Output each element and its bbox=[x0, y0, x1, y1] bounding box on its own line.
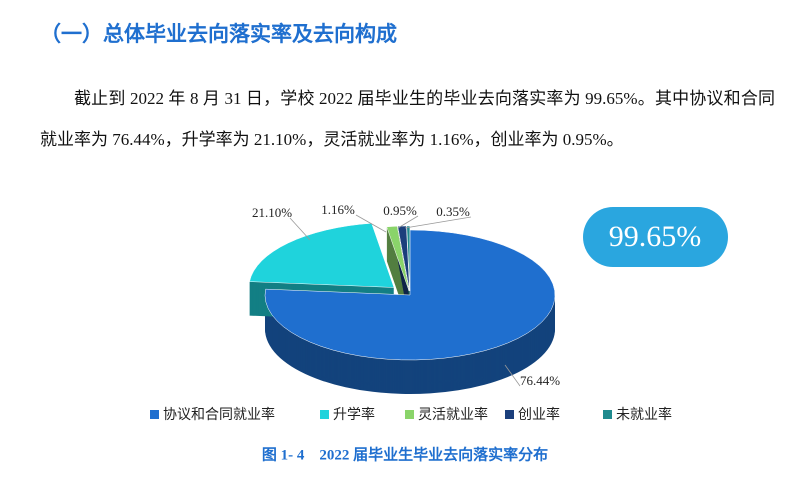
data-label: 21.10% bbox=[252, 205, 292, 220]
legend-label: 未就业率 bbox=[616, 406, 672, 423]
legend-swatch bbox=[603, 410, 612, 419]
legend-label: 灵活就业率 bbox=[418, 406, 488, 423]
leader-line bbox=[397, 215, 419, 229]
heading: （一）总体毕业去向落实率及去向构成 bbox=[40, 22, 397, 46]
slice bbox=[406, 225, 411, 292]
legend-swatch bbox=[150, 410, 159, 419]
slice-side bbox=[386, 244, 410, 310]
paragraph: 截止到 2022 年 8 月 31 日，学校 2022 届毕业生的毕业去向落实率… bbox=[40, 89, 775, 149]
data-label: 1.16% bbox=[321, 202, 355, 217]
slice-side bbox=[386, 243, 410, 309]
caption: 图 1- 4 2022 届毕业生毕业去向落实率分布 bbox=[262, 445, 548, 463]
highlight-text: 99.65% bbox=[609, 220, 702, 253]
highlight-badge bbox=[583, 207, 728, 267]
leader-line bbox=[404, 216, 472, 229]
slice bbox=[264, 229, 556, 361]
leader-line bbox=[355, 214, 387, 233]
legend-swatch bbox=[505, 410, 514, 419]
data-label: 0.95% bbox=[383, 203, 417, 218]
legend-swatch bbox=[320, 410, 329, 419]
slice bbox=[397, 225, 410, 292]
legend-label: 创业率 bbox=[518, 406, 560, 423]
data-label: 0.35% bbox=[436, 204, 470, 219]
leader-line bbox=[289, 217, 311, 241]
legend-label: 协议和合同就业率 bbox=[163, 406, 275, 423]
legend-label: 升学率 bbox=[333, 406, 375, 423]
legend-swatch bbox=[405, 410, 414, 419]
slice-side bbox=[386, 245, 410, 311]
data-label: 76.44% bbox=[520, 373, 560, 388]
slice bbox=[386, 225, 410, 292]
slice bbox=[249, 222, 395, 288]
leader-line bbox=[504, 364, 521, 387]
